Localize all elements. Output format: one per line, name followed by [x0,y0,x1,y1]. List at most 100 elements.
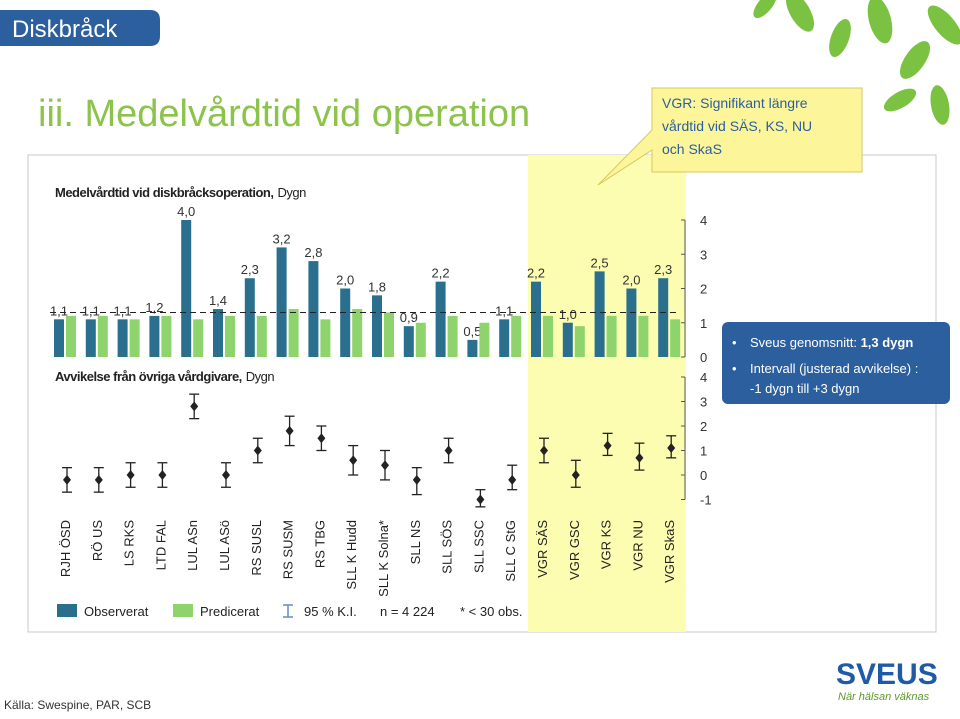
charts: Medelvårdtid vid diskbråcksoperation, Dyg… [50,185,712,619]
bar [97,315,108,357]
source: Källa: Swespine, PAR, SCB [4,698,151,712]
highlight-band [528,155,686,632]
data-label: 2,5 [591,255,609,270]
bar [213,309,223,357]
point [285,425,294,436]
point [253,445,262,456]
point [126,470,135,480]
bar [149,315,160,357]
bullet-box [722,322,950,404]
bullet-bold: 1,3 dygn [861,335,914,350]
bar [352,309,363,357]
y-tick-label: 3 [700,395,707,410]
x-tick-label: SLL SSC [471,520,486,573]
callout [597,87,863,186]
point [349,455,358,466]
x-tick-label: VGR KS [599,520,614,569]
point [63,474,71,485]
slogan: När hälsan väknas [838,691,930,703]
bar [288,309,299,357]
y-tick-label: 3 [700,247,707,262]
bar [415,322,426,357]
bar [606,315,617,357]
bullet-marker: • [732,335,737,350]
point [603,440,612,451]
y-tick-label: 1 [700,316,707,331]
bullet-marker: • [732,361,737,376]
bar [117,319,128,357]
y-tick-label: 0 [700,468,707,483]
data-label: 0,9 [400,310,418,325]
x-tick-label: SLL C StG [503,520,518,582]
bar [66,315,76,357]
bar [384,312,394,357]
y-tick-label: 4 [700,213,707,228]
point [222,470,230,480]
section-label: Diskbråck [12,16,118,43]
point [381,460,389,471]
data-label: 2,3 [241,262,259,277]
bar [531,281,541,357]
chart-title: Medelvårdtid vid diskbråcksoperation, [55,185,273,200]
point [190,401,199,412]
data-label: 1,8 [368,279,386,294]
bar [276,247,287,357]
slide-title: iii. Medelvårdtid vid operation [38,93,530,135]
point [571,470,580,480]
data-label: 3,2 [273,231,291,246]
bar [670,319,681,357]
chart-title: Medelvårdtid vid diskbråcksoperation, Dyg… [55,185,306,200]
bar [54,319,64,357]
data-label: 4,0 [177,204,195,219]
data-label: 1,0 [559,307,577,322]
point [444,445,453,456]
bar [511,315,522,357]
bar [320,319,331,357]
legend-note: * < 30 obs. [460,604,523,619]
y-tick-label: 0 [700,350,707,365]
callout-line: vårdtid vid SÄS, KS, NU [662,118,812,134]
point [412,474,421,485]
bar [479,322,490,357]
data-label: 2,3 [654,262,672,277]
data-label: 2,0 [336,273,354,288]
bar [85,319,96,357]
x-tick-label: VGR SkaS [662,520,677,583]
legend-label: 95 % K.I. [304,604,357,619]
x-tick-label: RÖ US [90,520,105,562]
bar [594,271,605,357]
logo: SVEUS [836,658,938,691]
y-tick-label: 2 [700,282,707,297]
y-tick-label: -1 [700,493,712,508]
point [508,474,517,485]
bullet-text: Intervall (justerad avvikelse) : [750,361,918,376]
x-tick-label: RS SUSM [281,520,296,579]
y-tick-label: 4 [700,370,707,385]
bar [225,315,235,357]
bar [308,261,319,357]
bar [340,288,351,357]
bar [638,315,649,357]
x-tick-label: RS TBG [312,520,327,568]
x-tick-label: SLL K Hudd [344,520,359,590]
callout-line: VGR: Signifikant längre [662,95,808,111]
chart-title: Avvikelse från övriga vårdgivare, Dygn [55,369,274,384]
x-tick-label: LS RKS [122,520,137,567]
point [667,443,676,454]
bar [562,322,573,357]
point [158,470,167,480]
y-tick-label: 2 [700,419,707,434]
data-label: 0,5 [463,324,481,339]
bullet-text: -1 dygn till +3 dygn [750,381,859,396]
y-tick-label: 1 [700,444,707,459]
bar [161,315,172,357]
x-tick-label: VGR GSC [567,520,582,580]
bar [129,319,140,357]
legend-swatch [57,604,77,617]
x-tick-label: SLL K Solna* [376,520,391,597]
data-label: 2,8 [304,245,322,260]
x-tick-label: VGR SÄS [535,520,550,578]
data-label: 1,1 [50,303,68,318]
x-tick-label: LUL ASö [217,520,232,571]
